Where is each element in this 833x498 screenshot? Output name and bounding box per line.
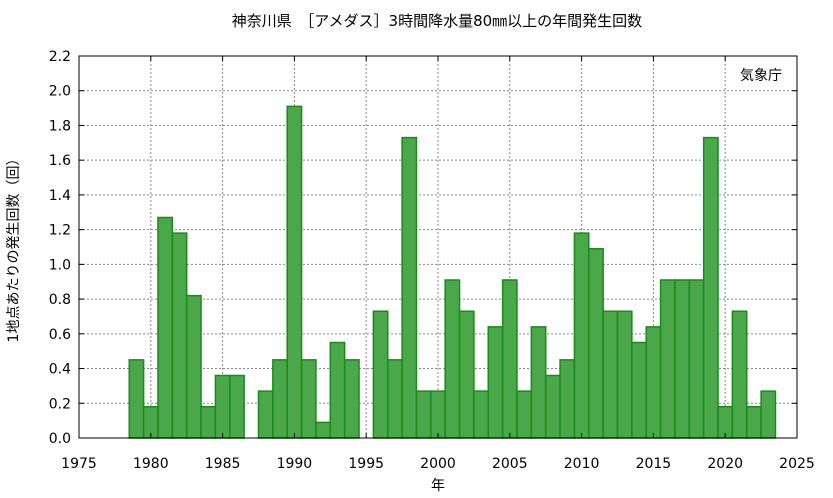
bar-2019 bbox=[702, 136, 719, 439]
bar-1979 bbox=[128, 359, 145, 439]
x-axis-label: 年 bbox=[431, 478, 445, 494]
bar-1992 bbox=[315, 421, 332, 439]
x-axis-ticks: 1975 1980 1985 1990 1995 2000 2005 2010 2015 2020… bbox=[61, 56, 815, 472]
bar-2003 bbox=[473, 390, 490, 439]
bar-1988 bbox=[257, 390, 274, 439]
bar-2007 bbox=[530, 326, 547, 439]
y-tick-label: 1.6 bbox=[49, 153, 71, 169]
bar-1999 bbox=[415, 390, 432, 439]
y-tick-label: 1.8 bbox=[49, 118, 71, 134]
bar-1985 bbox=[214, 374, 231, 439]
bar-1991 bbox=[300, 359, 317, 439]
y-tick-label: 0.2 bbox=[49, 396, 71, 412]
bar-2004 bbox=[487, 326, 504, 439]
bar-1986 bbox=[229, 374, 245, 439]
bar-1996 bbox=[372, 310, 389, 439]
y-tick-label: 2.0 bbox=[49, 84, 71, 100]
bar-2002 bbox=[458, 310, 475, 439]
bar-1984 bbox=[200, 405, 217, 439]
bar-2014 bbox=[631, 341, 647, 439]
source-annotation: 気象庁 bbox=[740, 68, 782, 84]
bar-2011 bbox=[588, 247, 604, 439]
bar-1983 bbox=[185, 294, 202, 439]
y-tick-label: 2.2 bbox=[49, 49, 71, 65]
x-tick-label: 1980 bbox=[133, 456, 169, 472]
x-tick-label: 1995 bbox=[348, 456, 384, 472]
bar-1990 bbox=[286, 105, 303, 439]
bar-2010 bbox=[573, 232, 590, 439]
x-tick-label: 2020 bbox=[707, 456, 743, 472]
bar-1993 bbox=[329, 341, 346, 439]
y-axis-label: 1地点あたりの発生回数（回） bbox=[6, 152, 22, 343]
bar-2023 bbox=[760, 390, 777, 439]
chart-title: 神奈川県 ［アメダス］3時間降水量80㎜以上の年間発生回数 bbox=[232, 12, 642, 30]
bars bbox=[128, 105, 777, 439]
y-tick-label: 0.6 bbox=[49, 327, 71, 343]
y-axis-ticks: 0.0 0.2 0.4 0.6 0.8 1.0 1.2 1.4 1.6 1.8 2.0 2.2 bbox=[49, 49, 797, 447]
y-tick-label: 1.2 bbox=[49, 223, 71, 239]
x-tick-label: 2000 bbox=[420, 456, 456, 472]
x-tick-label: 2015 bbox=[636, 456, 672, 472]
x-tick-label: 1985 bbox=[205, 456, 241, 472]
bar-2012 bbox=[602, 310, 619, 439]
bar-2000 bbox=[430, 390, 446, 439]
bar-2015 bbox=[645, 326, 662, 439]
bar-1998 bbox=[401, 136, 418, 439]
x-tick-label: 1975 bbox=[61, 456, 97, 472]
bar-2017 bbox=[674, 279, 691, 439]
y-tick-label: 0.8 bbox=[49, 292, 71, 308]
x-tick-label: 2010 bbox=[564, 456, 600, 472]
bar-1994 bbox=[343, 359, 360, 439]
bar-2001 bbox=[444, 279, 461, 439]
bar-1981 bbox=[157, 216, 174, 439]
bar-2022 bbox=[745, 405, 762, 439]
bar-2018 bbox=[688, 279, 705, 439]
y-tick-label: 1.0 bbox=[49, 257, 71, 273]
bar-2021 bbox=[731, 310, 748, 439]
bar-2009 bbox=[559, 359, 576, 439]
bar-1982 bbox=[171, 232, 188, 439]
y-tick-label: 0.0 bbox=[49, 431, 71, 447]
x-tick-label: 2005 bbox=[492, 456, 528, 472]
x-tick-label: 1990 bbox=[277, 456, 313, 472]
bar-1989 bbox=[272, 359, 288, 439]
bar-2006 bbox=[516, 390, 533, 439]
y-tick-label: 1.4 bbox=[49, 188, 71, 204]
y-tick-label: 0.4 bbox=[49, 362, 71, 378]
bar-2008 bbox=[544, 374, 561, 439]
x-tick-label: 2025 bbox=[779, 456, 815, 472]
bar-2005 bbox=[501, 279, 518, 439]
bar-2013 bbox=[616, 310, 633, 439]
bar-1997 bbox=[386, 359, 403, 439]
bar-2016 bbox=[659, 279, 676, 439]
